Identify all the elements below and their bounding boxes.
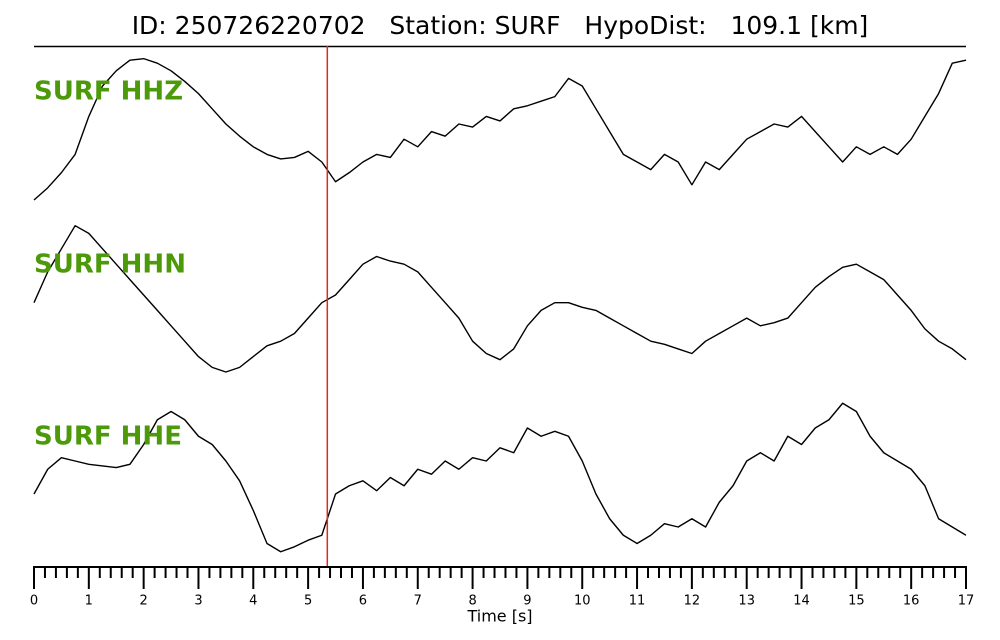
x-tick-label: 4 [249, 594, 257, 609]
x-tick-label: 11 [629, 594, 646, 609]
x-tick-label: 8 [468, 594, 476, 609]
x-tick-label: 14 [793, 594, 810, 609]
trace-label: SURF HHN [34, 250, 186, 280]
trace-label: SURF HHZ [34, 77, 183, 107]
x-tick-label: 17 [958, 594, 975, 609]
waveform [33, 225, 967, 373]
x-tick-label: 2 [140, 594, 148, 609]
x-tick-label: 15 [848, 594, 865, 609]
waveform [33, 57, 967, 201]
x-tick-label: 12 [684, 594, 701, 609]
trace-label: SURF HHE [34, 422, 182, 452]
x-tick-label: 10 [574, 594, 591, 609]
x-tick-label: 7 [414, 594, 422, 609]
x-tick-label: 16 [903, 594, 920, 609]
x-tick-label: 1 [85, 594, 93, 609]
chart-title: ID: 250726220702 Station: SURF HypoDist:… [132, 11, 869, 40]
waveform [33, 402, 967, 553]
x-tick-label: 0 [30, 594, 38, 609]
x-tick-label: 6 [359, 594, 367, 609]
x-tick-label: 3 [194, 594, 202, 609]
x-tick-label: 5 [304, 594, 312, 609]
x-tick-label: 13 [738, 594, 755, 609]
x-axis-label: Time [s] [466, 607, 532, 626]
x-tick-label: 9 [523, 594, 531, 609]
